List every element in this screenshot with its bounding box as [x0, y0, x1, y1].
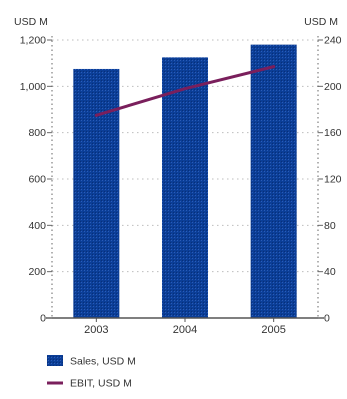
- right-tick-label: 200: [324, 81, 342, 93]
- right-tick-label: 0: [324, 313, 330, 325]
- left-tick-label: 600: [28, 174, 46, 186]
- x-tick-label: 2004: [173, 324, 197, 336]
- x-tick-label: 2003: [84, 324, 108, 336]
- legend: Sales, USD M EBIT, USD M: [47, 355, 136, 390]
- left-axis-ticks: 0 200 400 600 800 1,000 1,200: [20, 35, 52, 325]
- legend-label-sales: Sales, USD M: [70, 356, 136, 368]
- left-tick-label: 1,000: [20, 81, 46, 93]
- line-series: [94, 65, 276, 117]
- bar-series: [73, 44, 297, 319]
- ebit-point-2003: [94, 113, 98, 117]
- bar-2003: [73, 68, 120, 318]
- x-axis-ticks: 2003 2004 2005: [84, 318, 286, 336]
- left-tick-label: 1,200: [20, 35, 46, 47]
- right-axis-unit-label: USD M: [304, 16, 338, 28]
- left-axis-unit-label: USD M: [14, 16, 48, 28]
- right-axis-ticks: 0 40 80 120 160 200 240: [318, 35, 342, 325]
- left-tick-label: 0: [40, 313, 46, 325]
- right-tick-label: 240: [324, 35, 342, 47]
- right-tick-label: 160: [324, 127, 342, 139]
- ebit-point-2004: [183, 87, 187, 91]
- left-tick-label: 400: [28, 220, 46, 232]
- bar-2004: [162, 57, 208, 318]
- legend-swatch-sales: [47, 355, 63, 366]
- ebit-point-2005: [272, 65, 276, 69]
- left-tick-label: 800: [28, 127, 46, 139]
- bar-2005: [250, 44, 297, 319]
- legend-label-ebit: EBIT, USD M: [70, 378, 132, 390]
- left-tick-label: 200: [28, 266, 46, 278]
- right-tick-label: 80: [324, 220, 336, 232]
- right-tick-label: 40: [324, 266, 336, 278]
- right-tick-label: 120: [324, 174, 342, 186]
- x-tick-label: 2005: [261, 324, 285, 336]
